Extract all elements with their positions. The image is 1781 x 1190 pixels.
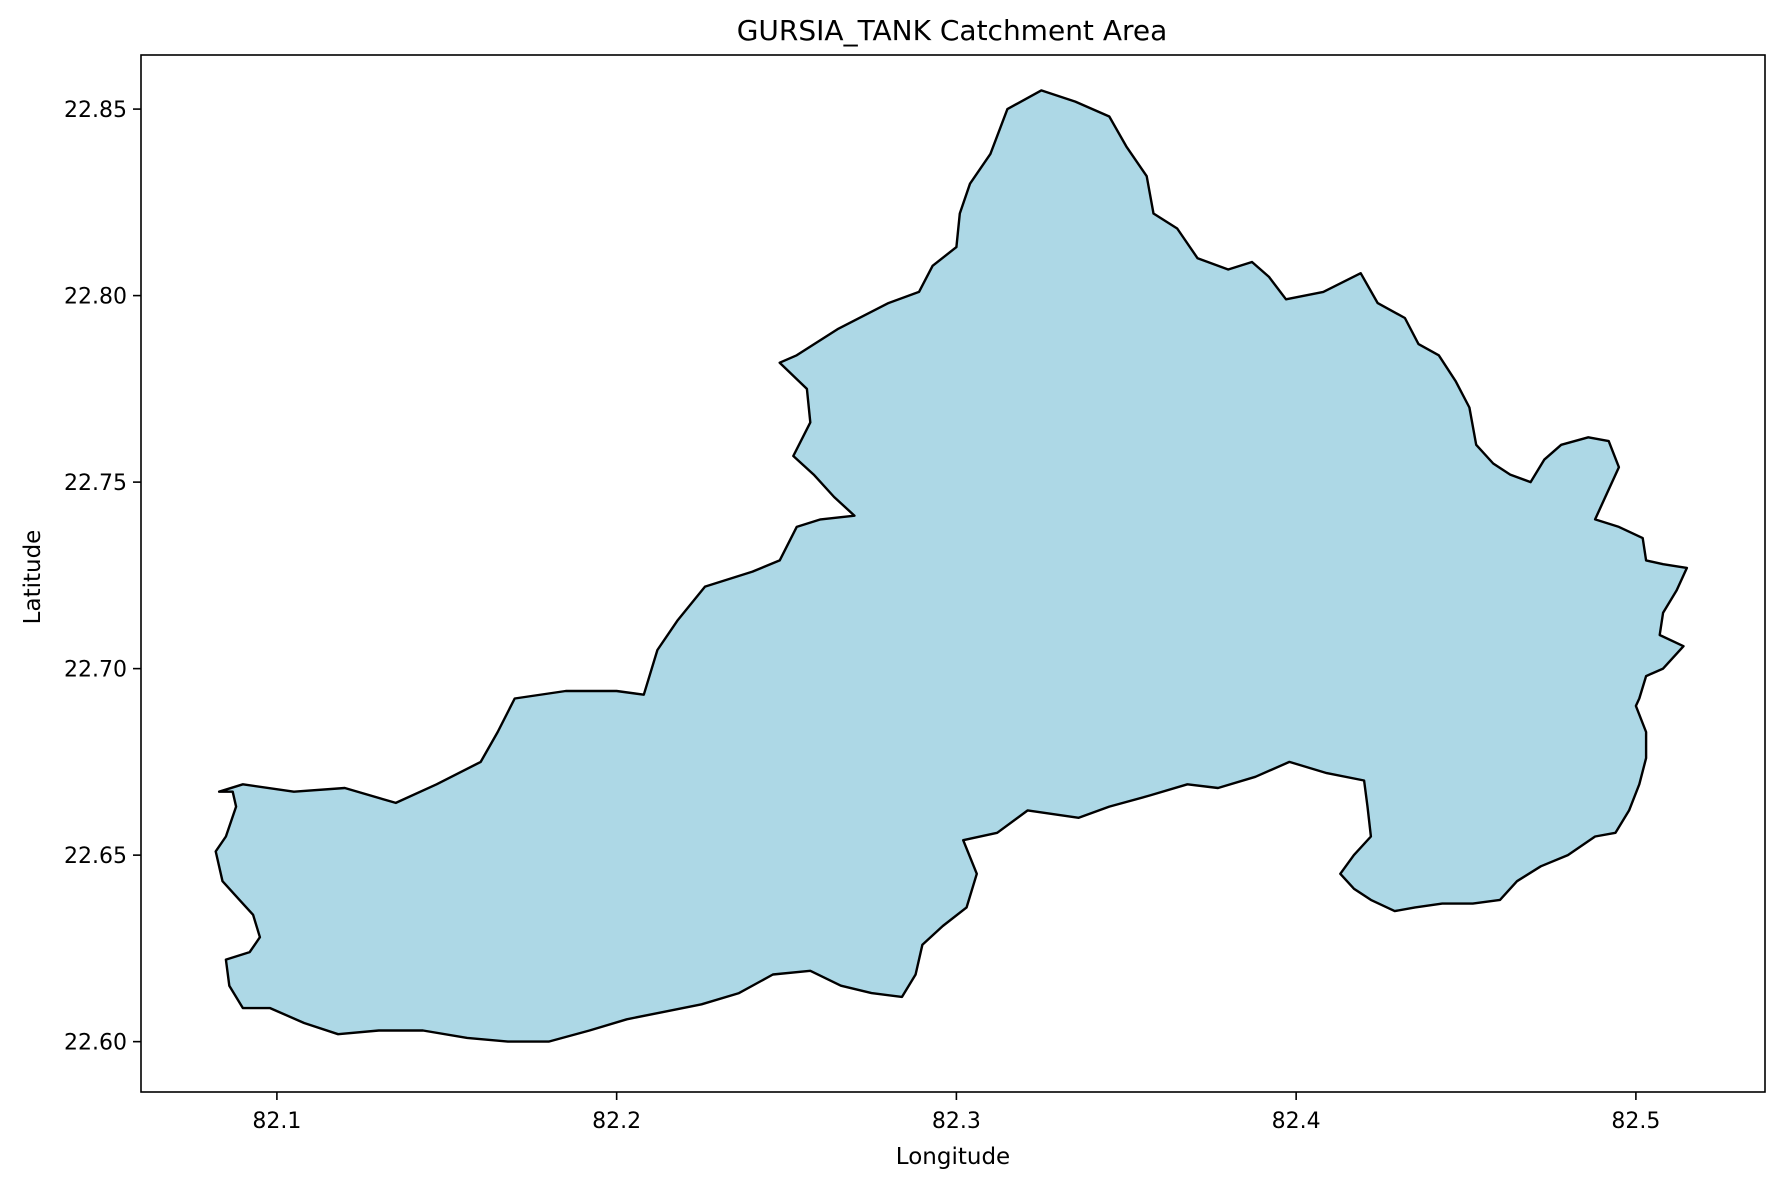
y-tick-label: 22.70 (64, 658, 127, 683)
x-tick-label: 82.2 (592, 1109, 641, 1134)
x-axis-label: Longitude (896, 1144, 1010, 1170)
y-axis-label: Latitude (20, 530, 46, 625)
x-tick-label: 82.3 (932, 1109, 981, 1134)
x-tick-label: 82.5 (1611, 1109, 1660, 1134)
y-tick-label: 22.75 (64, 471, 127, 496)
x-axis-ticks: 82.1 82.2 82.3 82.4 82.5 (252, 1092, 1660, 1134)
y-tick-label: 22.60 (64, 1031, 127, 1056)
y-tick-label: 22.85 (64, 98, 127, 123)
y-axis-ticks: 22.60 22.65 22.70 22.75 22.80 22.85 (64, 98, 141, 1056)
x-tick-label: 82.4 (1272, 1109, 1321, 1134)
catchment-polygon (214, 89, 1689, 1043)
y-tick-label: 22.80 (64, 285, 127, 310)
plot-frame (140, 54, 1766, 1093)
y-tick-label: 22.65 (64, 844, 127, 869)
chart-title: GURSIA_TANK Catchment Area (737, 14, 1168, 47)
x-tick-label: 82.1 (252, 1109, 301, 1134)
